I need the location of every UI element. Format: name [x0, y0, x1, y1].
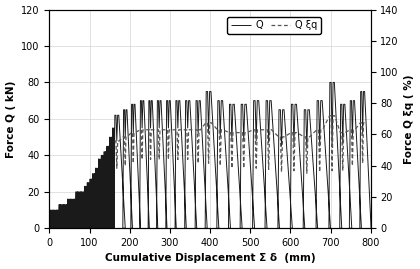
Q ξq [155, 128, 160, 131]
Q [303, 108, 308, 111]
Q [129, 103, 134, 106]
X-axis label: Cumulative Displacement Σ δ  (mm): Cumulative Displacement Σ δ (mm) [105, 253, 315, 263]
Q ξq [112, 139, 117, 143]
Q ξq [279, 170, 284, 174]
Y-axis label: Force Q ξq ( %): Force Q ξq ( %) [404, 74, 415, 164]
Y-axis label: Force Q ( kN): Force Q ( kN) [5, 80, 16, 158]
Q ξq [360, 162, 365, 165]
Q [130, 226, 135, 230]
Q [47, 226, 52, 230]
Line: Q ξq: Q ξq [115, 116, 365, 173]
Q ξq [362, 121, 368, 124]
Q ξq [314, 128, 319, 131]
Q [368, 226, 373, 230]
Q ξq [166, 158, 171, 161]
Q [218, 136, 223, 139]
Q ξq [327, 114, 332, 117]
Q [327, 81, 332, 84]
Q ξq [240, 131, 245, 134]
Q ξq [304, 172, 309, 175]
Q [266, 141, 271, 144]
Q [292, 103, 297, 106]
Legend: Q, Q ξq: Q, Q ξq [227, 17, 321, 34]
Line: Q: Q [50, 82, 371, 228]
